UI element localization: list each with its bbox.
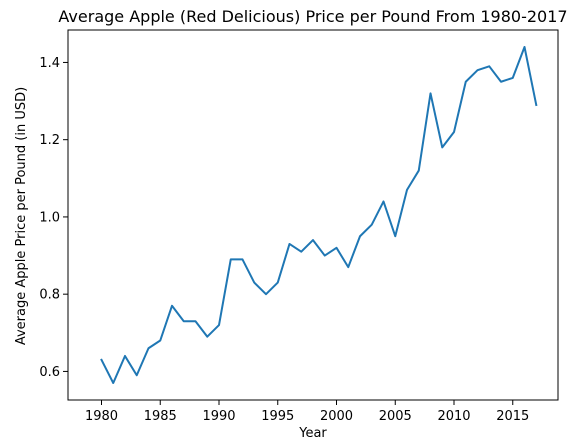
y-tick-label: 1.4 xyxy=(39,56,60,71)
y-tick-label: 0.6 xyxy=(39,365,60,380)
chart-title: Average Apple (Red Delicious) Price per … xyxy=(58,7,567,26)
x-tick-label: 1995 xyxy=(261,409,294,424)
y-tick-label: 0.8 xyxy=(39,288,60,303)
x-tick-label: 2005 xyxy=(379,409,412,424)
axes-frame xyxy=(67,29,559,401)
x-axis-label: Year xyxy=(298,426,327,441)
x-tick-label: 1980 xyxy=(85,409,118,424)
series-line-0 xyxy=(100,45,538,385)
y-tick-label: 1.2 xyxy=(39,133,60,148)
x-tick-label: 1985 xyxy=(144,409,177,424)
x-tick-label: 2000 xyxy=(320,409,353,424)
x-tick-label: 2010 xyxy=(437,409,470,424)
x-tick-label: 2015 xyxy=(496,409,529,424)
plot-area: 1980 1985 1990 1995 2000 2005 2010 2015 0.6 0.8 1.… xyxy=(39,29,559,424)
x-tick-label: 1990 xyxy=(202,409,235,424)
y-tick-label: 1.0 xyxy=(39,210,60,225)
y-axis-label: Average Apple Price per Pound (in USD) xyxy=(14,87,29,345)
